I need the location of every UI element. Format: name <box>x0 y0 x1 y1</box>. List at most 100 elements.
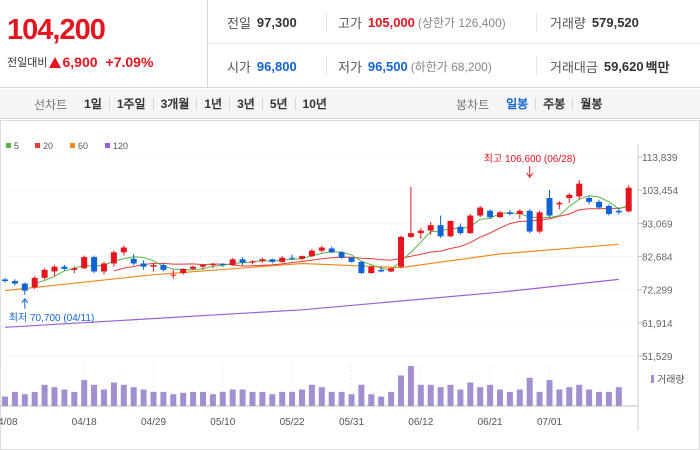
volume-bar <box>615 387 622 406</box>
volume-bar <box>249 391 256 406</box>
candle-body <box>110 252 117 264</box>
volume-bar <box>190 391 197 406</box>
y-tick-label: 61,914 <box>642 319 673 330</box>
divider <box>326 57 327 75</box>
candle-body <box>596 201 602 208</box>
tab-1year[interactable]: 1년 <box>196 98 229 110</box>
candle-body <box>556 202 563 205</box>
volume-bar <box>457 389 464 406</box>
ma120-line <box>4 278 619 328</box>
volume-bar <box>2 396 8 406</box>
tab-10year[interactable]: 10년 <box>294 98 334 110</box>
line-chart-tabs: 선차트 1일 1주일 3개월 1년 3년 5년 10년 <box>34 89 334 119</box>
ma60-line <box>4 243 619 292</box>
candle-body <box>328 248 335 253</box>
volume-bar <box>487 384 494 406</box>
up-triangle-icon <box>49 56 62 68</box>
candle-body <box>101 263 107 272</box>
volume-bar <box>338 391 345 406</box>
candle-body <box>31 277 38 288</box>
candle-body <box>457 226 464 234</box>
candle-chart-tabs: 봉차트 일봉 주봉 월봉 <box>456 89 609 119</box>
x-tick-label: 04/29 <box>141 417 166 428</box>
candle-body <box>61 266 68 269</box>
volume-bar <box>437 387 444 406</box>
volume-bar <box>259 391 266 406</box>
max-arrow-head <box>526 172 534 178</box>
volume-bar <box>130 387 137 406</box>
candle-body <box>526 210 533 232</box>
x-tick-label: 07/01 <box>537 417 562 428</box>
x-tick-label: 06/12 <box>408 417 433 428</box>
tab-1week[interactable]: 1주일 <box>108 98 153 110</box>
candle-body <box>130 258 137 264</box>
volume-bar <box>407 366 414 406</box>
volume-bar <box>497 389 503 406</box>
stats-row: 전일 97,300 고가 105,000 (상한가 126,400) 거래량 5… <box>208 0 700 44</box>
candle-body <box>269 259 276 262</box>
tab-3month[interactable]: 3개월 <box>152 98 197 110</box>
volume-bar <box>200 391 206 406</box>
x-tick-label: 04/18 <box>72 417 97 428</box>
tab-monthly[interactable]: 월봉 <box>572 98 609 110</box>
volume-bar <box>596 391 602 406</box>
candle-body <box>140 263 147 267</box>
candle-body <box>348 257 355 262</box>
candle-body <box>368 266 375 274</box>
tab-3year[interactable]: 3년 <box>229 98 262 110</box>
volume-bar <box>328 391 335 406</box>
stats-row: 시가 96,800 저가 96,500 (하한가 68,200) 거래대금 59… <box>208 44 700 88</box>
candle-body <box>477 207 484 216</box>
candle-body <box>71 268 78 270</box>
candle-chart-svg: 5 20 60 120 113,839 103,454 93,069 82,684 72,299… <box>0 120 700 450</box>
candle-body <box>11 281 18 284</box>
min-arrow-head <box>21 297 29 304</box>
volume-bar <box>427 384 434 406</box>
volume-bar <box>209 394 216 406</box>
tab-weekly[interactable]: 주봉 <box>535 98 572 110</box>
candle-body <box>388 268 395 272</box>
y-tick-label: 103,454 <box>642 186 679 197</box>
legend-swatch <box>70 143 75 148</box>
tab-daily[interactable]: 일봉 <box>506 97 529 111</box>
volume-bar <box>417 384 424 406</box>
volume-bar <box>358 384 365 406</box>
volume-bar <box>368 394 375 406</box>
volume-bar <box>467 382 474 406</box>
stat-volume: 거래량 579,520 <box>550 14 639 31</box>
candle-body <box>516 210 523 214</box>
x-tick-label: 06/21 <box>478 417 503 428</box>
volume-bar <box>269 394 276 406</box>
volume-bar <box>51 387 58 406</box>
stat-low: 저가 96,500 (하한가 68,200) <box>338 58 492 75</box>
candle-body <box>358 261 365 274</box>
volume-bar <box>318 387 325 406</box>
candle-body <box>605 205 612 214</box>
stat-amount: 거래대금 59,620 백만 <box>550 58 670 75</box>
volume-bar <box>477 387 484 406</box>
volume-bar <box>348 394 355 406</box>
candle-body <box>487 210 494 218</box>
tab-5year[interactable]: 5년 <box>261 98 295 110</box>
volume-label: 거래량 <box>657 374 685 386</box>
tab-1day[interactable]: 1일 <box>84 97 102 111</box>
candle-body <box>318 247 325 251</box>
stat-prev-close: 전일 97,300 <box>227 14 297 31</box>
candle-body <box>427 225 434 231</box>
volume-bar <box>447 384 454 406</box>
volume-bar <box>219 391 226 406</box>
stat-high: 고가 105,000 (상한가 126,400) <box>338 14 506 31</box>
candle-body <box>576 183 583 197</box>
legend-swatch <box>105 143 110 148</box>
candle-body <box>209 264 216 266</box>
volume-bar <box>398 375 404 406</box>
volume-legend-swatch <box>651 375 654 383</box>
volume-bar <box>556 389 563 406</box>
candle-chart-title: 봉차트 <box>456 97 490 112</box>
candle-body <box>407 233 414 237</box>
volume-bar <box>536 391 543 406</box>
chart-period-tabs: 선차트 1일 1주일 3개월 1년 3년 5년 10년 봉차트 일봉 주봉 월봉 <box>0 89 700 119</box>
diff-label: 전일대비 <box>7 57 48 69</box>
volume-bar <box>31 391 38 406</box>
price-change: 전일대비 6,900 +7.09% <box>7 54 153 70</box>
